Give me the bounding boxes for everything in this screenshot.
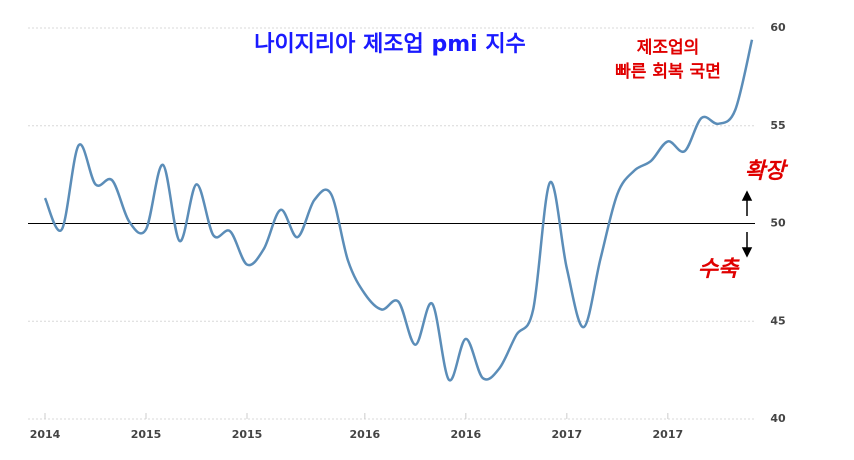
x-tick-label: 2017	[552, 428, 583, 441]
y-tick-label: 40	[770, 412, 786, 425]
annotation: 수축	[698, 257, 740, 282]
series-line	[43, 39, 754, 382]
annotation: 제조업의	[637, 38, 700, 58]
plot: 40 45 50 55 60 2014 2015 2015 2016 2016 2017 2017	[28, 21, 786, 441]
x-tick-label: 2016	[451, 428, 482, 441]
x-tick-label: 2017	[653, 428, 684, 441]
y-tick-label: 45	[770, 314, 785, 327]
x-tick-label: 2015	[232, 428, 263, 441]
x-tick-label: 2014	[30, 428, 61, 441]
arrow-head	[741, 247, 753, 258]
x-tick-label: 2016	[350, 428, 381, 441]
chart-title: 나이지리아 제조업 pmi 지수	[254, 32, 526, 57]
y-tick-label: 50	[770, 217, 786, 230]
arrow-head	[741, 190, 753, 201]
annotation: 확장	[745, 159, 789, 184]
y-tick-label: 60	[770, 21, 786, 34]
y-tick-label: 55	[770, 119, 785, 132]
arrows	[741, 190, 753, 258]
x-tick-label: 2015	[131, 428, 162, 441]
annotation: 빠른 회복 국면	[615, 62, 721, 82]
